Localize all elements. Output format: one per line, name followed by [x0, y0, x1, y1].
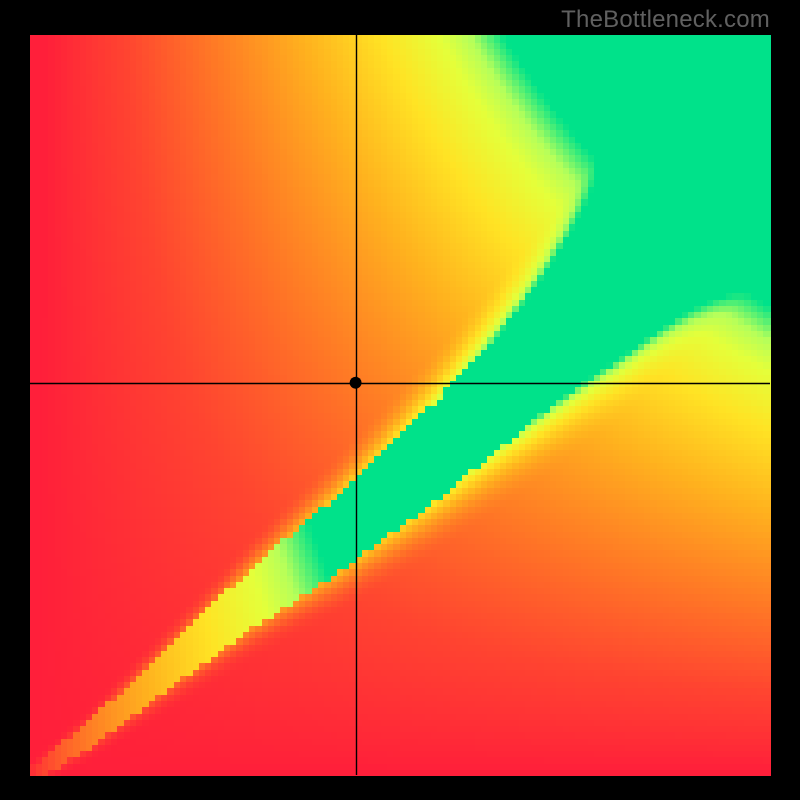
chart-container: TheBottleneck.com [0, 0, 800, 800]
heatmap-canvas [0, 0, 800, 800]
watermark-text: TheBottleneck.com [561, 6, 770, 34]
